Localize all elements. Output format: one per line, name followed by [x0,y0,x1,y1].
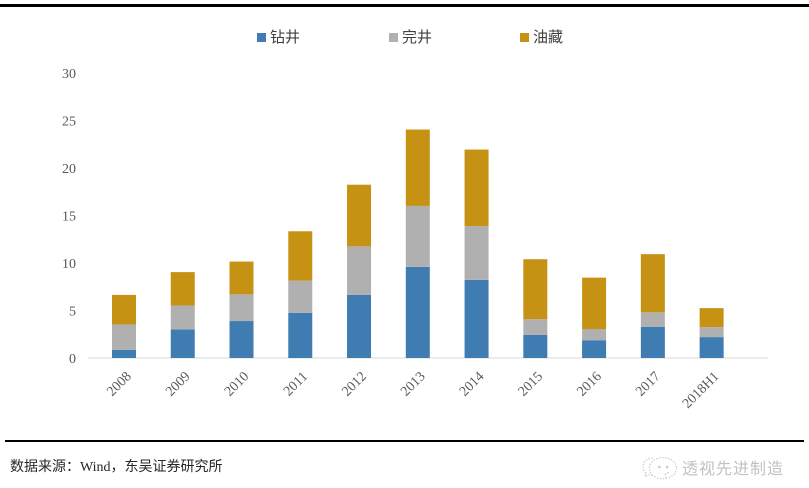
svg-text:5: 5 [69,305,76,320]
svg-text:2014: 2014 [457,369,487,399]
svg-text:15: 15 [62,210,76,225]
svg-text:2008: 2008 [104,369,134,399]
svg-text:10: 10 [62,257,76,272]
svg-text:2018H1: 2018H1 [680,369,723,412]
svg-text:20: 20 [62,162,76,177]
svg-text:25: 25 [62,115,76,130]
svg-text:2012: 2012 [339,369,369,399]
svg-text:0: 0 [69,352,76,367]
svg-text:30: 30 [62,67,76,82]
svg-text:2010: 2010 [222,369,252,399]
svg-text:2017: 2017 [633,369,663,399]
svg-text:2016: 2016 [575,369,605,399]
svg-text:2013: 2013 [398,369,428,399]
svg-text:2011: 2011 [281,369,311,399]
svg-text:2009: 2009 [163,369,193,399]
svg-text:2015: 2015 [516,369,546,399]
